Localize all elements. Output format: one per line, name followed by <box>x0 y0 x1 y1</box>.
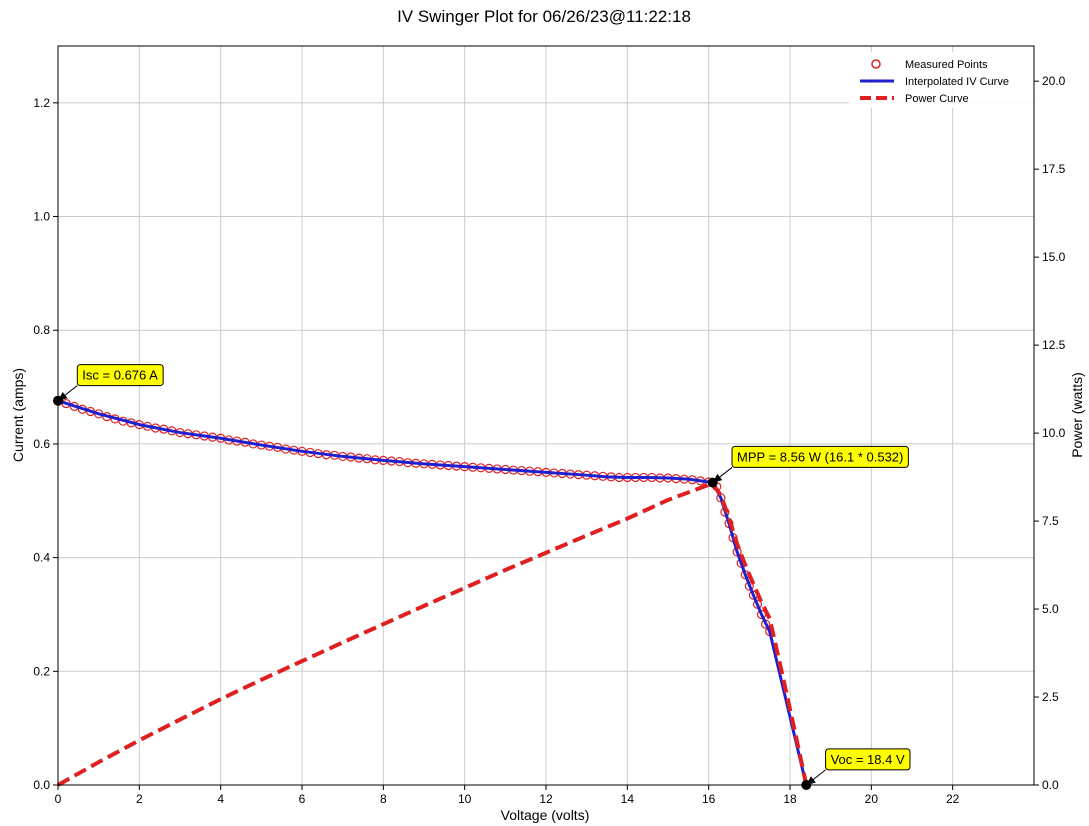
y-tick-label: 0.2 <box>33 664 50 678</box>
annotation-point <box>707 477 718 488</box>
annotation-text: Voc = 18.4 V <box>831 752 905 767</box>
x-tick-label: 18 <box>783 792 797 806</box>
legend-label: Interpolated IV Curve <box>905 76 1009 88</box>
annotation-box <box>825 748 911 771</box>
x-tick-label: 6 <box>299 792 306 806</box>
x-tick-label: 12 <box>539 792 553 806</box>
x-axis-label: Voltage (volts) <box>501 807 590 823</box>
y-tick-label: 0.6 <box>33 437 50 451</box>
y2-tick-label: 5.0 <box>1042 602 1059 616</box>
isc-annotation: Isc = 0.676 A <box>53 364 164 406</box>
annotation-text: MPP = 8.56 W (16.1 * 0.532) <box>737 449 903 464</box>
y2-tick-label: 15.0 <box>1042 250 1066 264</box>
legend-item-interpolated-iv-curve: Interpolated IV Curve <box>860 76 1009 88</box>
y-tick-label: 0.4 <box>33 551 50 565</box>
x-tick-label: 4 <box>217 792 224 806</box>
y2-tick-label: 7.5 <box>1042 514 1059 528</box>
voc-annotation: Voc = 18.4 V <box>801 748 911 790</box>
legend-marker-circle <box>871 59 881 69</box>
x-axis-ticks: 0 2 4 6 8 10 12 14 16 18 20 22 <box>55 785 960 806</box>
y2-tick-label: 17.5 <box>1042 162 1066 176</box>
x-tick-label: 22 <box>946 792 960 806</box>
legend: Measured Points Interpolated IV Curve Po… <box>849 52 1033 108</box>
y-tick-label: 1.2 <box>33 96 50 110</box>
x-tick-label: 10 <box>458 792 472 806</box>
y2-tick-label: 0.0 <box>1042 778 1059 792</box>
x-tick-label: 8 <box>380 792 387 806</box>
annotation-box <box>731 445 909 468</box>
chart-title: IV Swinger Plot for 06/26/23@11:22:18 <box>397 7 691 26</box>
y2-tick-label: 10.0 <box>1042 426 1066 440</box>
y2-axis-ticks: 0.0 2.5 5.0 7.5 10.0 12.5 15.0 17.5 20.0 <box>1034 74 1066 792</box>
y-axis-ticks: 0.0 0.2 0.4 0.6 0.8 1.0 1.2 <box>33 96 58 792</box>
x-tick-label: 16 <box>702 792 716 806</box>
legend-label: Power Curve <box>905 93 969 105</box>
y-tick-label: 0.0 <box>33 778 50 792</box>
y-tick-label: 0.8 <box>33 323 50 337</box>
annotation-point <box>53 395 63 406</box>
legend-label: Measured Points <box>905 59 988 71</box>
y-axis-label: Current (amps) <box>10 368 26 462</box>
y-tick-label: 1.0 <box>33 210 50 224</box>
y2-axis-label: Power (watts) <box>1069 372 1085 458</box>
y2-tick-label: 20.0 <box>1042 74 1066 88</box>
legend-item-power-curve: Power Curve <box>860 93 969 105</box>
x-tick-label: 0 <box>55 792 62 806</box>
annotations: Isc = 0.676 A MPP = 8.56 W (16.1 * 0.532)… <box>53 364 911 790</box>
mpp-annotation: MPP = 8.56 W (16.1 * 0.532) <box>707 445 909 488</box>
x-tick-label: 2 <box>136 792 143 806</box>
grid <box>57 46 1034 786</box>
y2-tick-label: 12.5 <box>1042 338 1066 352</box>
plot-data <box>53 396 809 787</box>
annotation-point <box>801 780 812 790</box>
y2-tick-label: 2.5 <box>1042 690 1059 704</box>
legend-item-measured-points: Measured Points <box>871 59 988 71</box>
x-tick-label: 20 <box>865 792 879 806</box>
annotation-box <box>76 364 164 387</box>
x-tick-label: 14 <box>621 792 635 806</box>
power-curve-line <box>57 481 809 787</box>
annotation-text: Isc = 0.676 A <box>82 368 158 383</box>
interpolated-iv-curve-line <box>57 399 808 786</box>
